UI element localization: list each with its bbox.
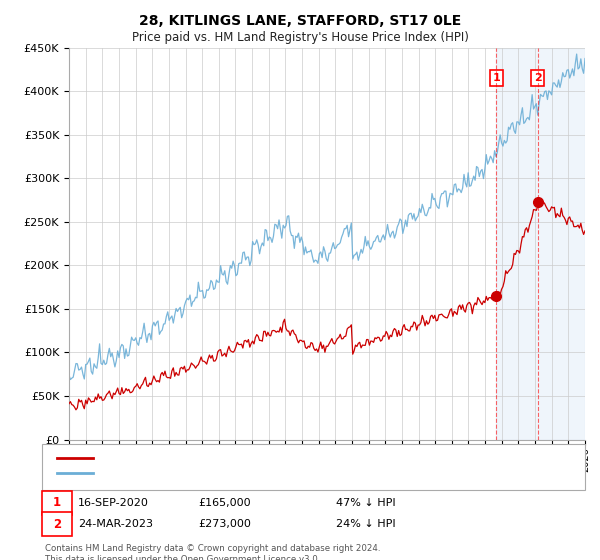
Text: Contains HM Land Registry data © Crown copyright and database right 2024.
This d: Contains HM Land Registry data © Crown c…: [45, 544, 380, 560]
Text: Price paid vs. HM Land Registry's House Price Index (HPI): Price paid vs. HM Land Registry's House …: [131, 31, 469, 44]
Text: 47% ↓ HPI: 47% ↓ HPI: [336, 498, 395, 507]
Text: 24% ↓ HPI: 24% ↓ HPI: [336, 520, 395, 529]
Text: 2: 2: [534, 73, 542, 83]
Text: 1: 1: [53, 496, 61, 509]
Text: 2: 2: [53, 518, 61, 531]
Text: £165,000: £165,000: [198, 498, 251, 507]
Text: 28, KITLINGS LANE, STAFFORD, ST17 0LE: 28, KITLINGS LANE, STAFFORD, ST17 0LE: [139, 14, 461, 28]
Text: 16-SEP-2020: 16-SEP-2020: [78, 498, 149, 507]
Text: HPI: Average price, detached house, Stafford: HPI: Average price, detached house, Staf…: [99, 468, 334, 478]
Text: 28, KITLINGS LANE, STAFFORD, ST17 0LE (detached house): 28, KITLINGS LANE, STAFFORD, ST17 0LE (d…: [99, 453, 407, 463]
Bar: [496, 48, 585, 440]
Text: 24-MAR-2023: 24-MAR-2023: [78, 520, 153, 529]
Text: £273,000: £273,000: [198, 520, 251, 529]
Text: 1: 1: [493, 73, 500, 83]
